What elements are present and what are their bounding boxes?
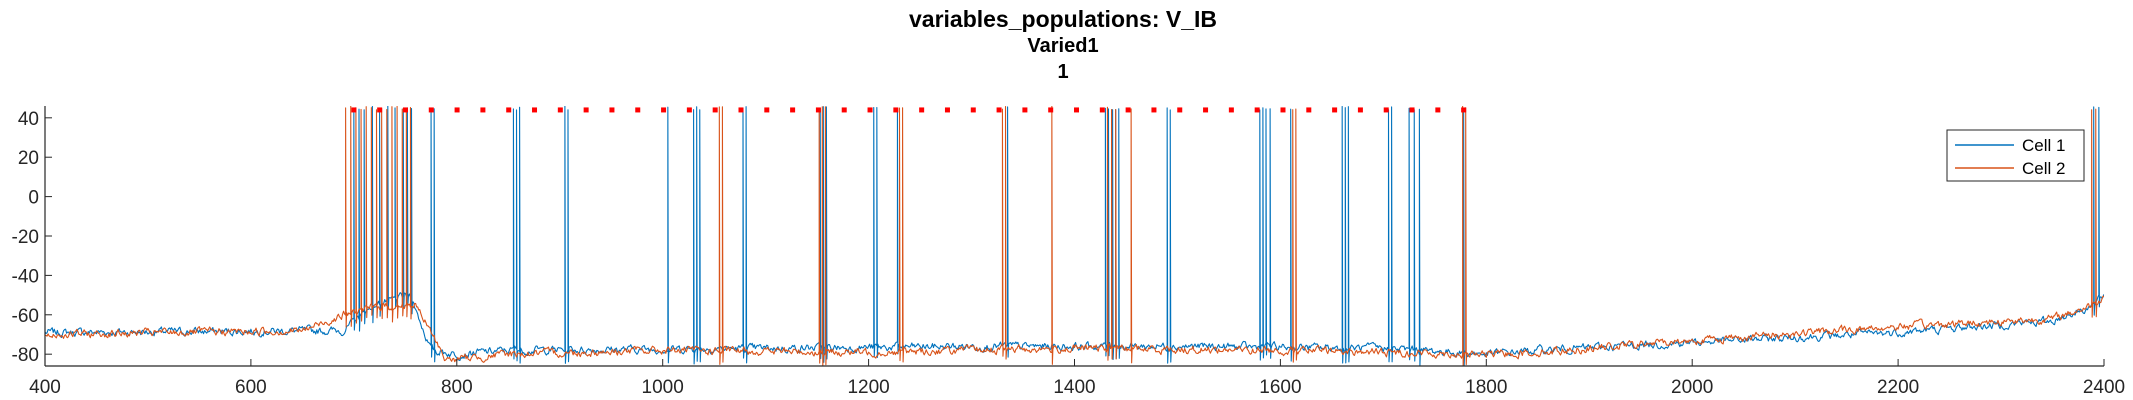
spike-marker-dot	[1048, 107, 1054, 113]
spike-marker-dot	[609, 107, 615, 113]
x-tick-label: 2200	[1877, 377, 1919, 398]
y-tick-label: -20	[12, 227, 39, 248]
chart-subtitle-2: 1	[1057, 61, 1068, 83]
y-tick-label: -40	[12, 266, 39, 287]
spike-marker-dot	[970, 107, 976, 113]
spike-marker-dot	[919, 107, 925, 113]
spike-marker-dot	[532, 107, 538, 113]
spike-marker-dot	[1461, 107, 1467, 113]
spike-marker-dot	[686, 107, 692, 113]
x-tick-label: 1800	[1465, 377, 1507, 398]
spike-marker-dot	[635, 107, 641, 113]
series-line-cell-2	[45, 106, 2104, 366]
legend-box	[1946, 129, 2085, 182]
spike-marker-dot	[351, 107, 357, 113]
x-ticks: 400 600 800 1000 1200 1400 1600 1800 2000 2200 240…	[29, 359, 2125, 398]
y-tick-label: 40	[18, 109, 39, 130]
spike-marker-dot	[428, 107, 434, 113]
spike-marker-dot	[1203, 107, 1209, 113]
spike-marker-dot	[1228, 107, 1234, 113]
spike-marker-dot	[506, 107, 512, 113]
spike-marker-dot	[454, 107, 460, 113]
x-tick-label: 1000	[642, 377, 684, 398]
spike-marker-dot	[1125, 107, 1131, 113]
spike-marker-dots	[351, 107, 1467, 113]
chart-title: variables_populations: V_IB	[909, 6, 1217, 32]
spike-marker-dot	[402, 107, 408, 113]
x-tick-label: 2000	[1671, 377, 1713, 398]
spike-marker-dot	[557, 107, 563, 113]
x-tick-label: 600	[235, 377, 267, 398]
x-tick-label: 1400	[1053, 377, 1095, 398]
spike-marker-dot	[996, 107, 1002, 113]
y-tick-label: 20	[18, 148, 39, 169]
x-tick-label: 1600	[1259, 377, 1301, 398]
spike-marker-dot	[583, 107, 589, 113]
y-ticks: -80 -60 -40 -20 0 20 40	[12, 109, 52, 366]
spike-marker-dot	[712, 107, 718, 113]
plot-area	[45, 106, 2104, 366]
y-tick-label: 0	[28, 188, 39, 209]
spike-marker-dot	[1409, 107, 1415, 113]
spike-marker-dot	[1306, 107, 1312, 113]
legend: Cell 1 Cell 2	[1946, 129, 2085, 182]
x-tick-label: 800	[441, 377, 473, 398]
chart-subtitle: Varied1	[1027, 35, 1098, 57]
spike-marker-dot	[1332, 107, 1338, 113]
spike-marker-dot	[1280, 107, 1286, 113]
spike-marker-dot	[480, 107, 486, 113]
x-tick-label: 400	[29, 377, 61, 398]
spike-marker-dot	[841, 107, 847, 113]
spike-marker-dot	[1151, 107, 1157, 113]
spike-marker-dot	[1254, 107, 1260, 113]
x-tick-label: 2400	[2083, 377, 2125, 398]
spike-marker-dot	[1357, 107, 1363, 113]
spike-marker-dot	[893, 107, 899, 113]
spike-marker-dot	[790, 107, 796, 113]
spike-marker-dot	[1435, 107, 1441, 113]
spike-marker-dot	[1383, 107, 1389, 113]
spike-marker-dot	[1177, 107, 1183, 113]
x-tick-label: 1200	[847, 377, 889, 398]
spike-marker-dot	[867, 107, 873, 113]
y-tick-label: -60	[12, 306, 39, 327]
spike-marker-dot	[377, 107, 383, 113]
spike-marker-dot	[944, 107, 950, 113]
series-line-cell-1	[45, 106, 2104, 366]
spike-marker-dot	[661, 107, 667, 113]
spike-marker-dot	[1074, 107, 1080, 113]
spike-marker-dot	[764, 107, 770, 113]
legend-label-cell-2: Cell 2	[2022, 159, 2065, 178]
spike-marker-dot	[815, 107, 821, 113]
y-tick-label: -80	[12, 345, 39, 366]
spike-marker-dot	[738, 107, 744, 113]
legend-label-cell-1: Cell 1	[2022, 136, 2065, 155]
series-layer	[45, 106, 2104, 366]
spike-marker-dot	[1022, 107, 1028, 113]
spike-marker-dot	[1099, 107, 1105, 113]
